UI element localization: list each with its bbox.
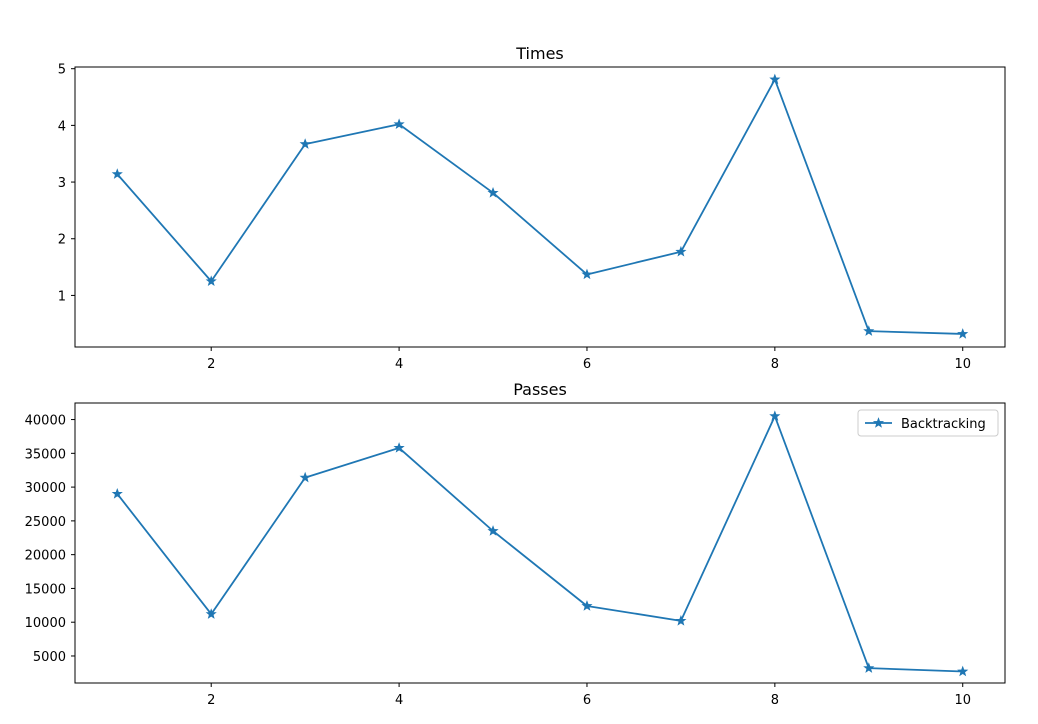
data-point-star (863, 662, 875, 673)
y-tick-label: 25000 (25, 515, 66, 530)
x-tick-label: 4 (395, 693, 403, 708)
data-point-star (581, 268, 593, 280)
y-tick-label: 30000 (25, 481, 66, 496)
chart-title: Passes (513, 380, 567, 399)
y-tick-label: 1 (58, 289, 66, 304)
data-point-star (769, 410, 781, 421)
data-point-star (675, 245, 687, 257)
x-tick-label: 2 (207, 357, 215, 372)
x-tick-label: 8 (771, 693, 779, 708)
y-tick-label: 40000 (25, 414, 66, 429)
y-tick-label: 2 (58, 233, 66, 248)
legend-label: Backtracking (901, 417, 986, 432)
data-point-star (111, 488, 123, 499)
y-tick-label: 35000 (25, 447, 66, 462)
x-tick-label: 4 (395, 357, 403, 372)
legend-star-marker (872, 417, 885, 428)
data-point-star (957, 665, 969, 677)
x-tick-label: 6 (583, 357, 591, 372)
x-tick-label: 6 (583, 693, 591, 708)
data-point-star (393, 118, 405, 129)
data-point-star (111, 168, 123, 179)
data-point-star (863, 325, 875, 336)
x-tick-label: 10 (954, 357, 971, 372)
data-point-star (487, 186, 499, 198)
chart-title: Times (515, 44, 564, 63)
y-tick-label: 5 (58, 63, 66, 78)
subplot-2: Passes 2 4 6 8 10 5000 10000 15000 20000 25000 3000… (25, 380, 1006, 708)
y-tick-label: 10000 (25, 616, 66, 631)
y-tick-label: 5000 (33, 650, 66, 665)
data-point-star (675, 614, 687, 626)
x-tick-label: 10 (954, 693, 971, 708)
data-point-star (205, 275, 217, 286)
axes-frame (74, 402, 1006, 684)
y-tick-label: 20000 (25, 549, 66, 564)
data-point-star (581, 600, 593, 611)
series-line (116, 415, 963, 673)
data-point-star (487, 525, 499, 536)
data-point-star (299, 471, 311, 483)
legend-box (857, 409, 999, 437)
data-point-star (205, 608, 217, 619)
x-tick-label: 2 (207, 693, 215, 708)
y-tick-label: 3 (58, 176, 66, 191)
legend: Backtracking (857, 409, 999, 437)
data-point-star (299, 138, 311, 149)
data-point-star (393, 442, 405, 453)
data-point-star (769, 73, 781, 85)
data-point-star (957, 328, 969, 339)
series-line (116, 78, 963, 335)
axes-frame (74, 66, 1006, 348)
y-tick-label: 15000 (25, 582, 66, 597)
x-tick-label: 8 (771, 357, 779, 372)
y-tick-label: 4 (58, 119, 66, 134)
